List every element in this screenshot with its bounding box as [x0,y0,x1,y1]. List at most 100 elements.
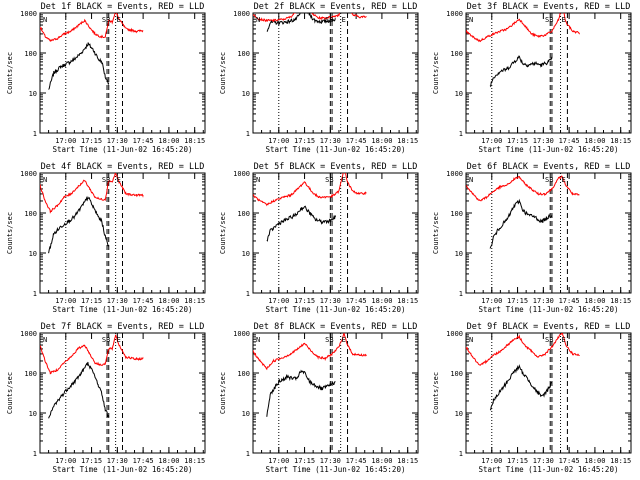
y-tick-label: 1 [459,130,463,138]
y-tick-label: 100 [237,50,250,58]
series-lld-line [466,175,580,202]
series-lld-line [40,13,144,42]
x-tick-label: 18:00 [584,137,605,145]
x-tick-label: 17:00 [55,457,76,465]
x-tick-label: 17:30 [107,137,128,145]
marker-label-e: E [342,176,346,184]
x-tick-label: 17:15 [294,137,315,145]
plot-area [40,333,144,453]
panel-title: Det 5f BLACK = Events, RED = LLD [254,162,418,172]
x-tick-label: 18:00 [371,297,392,305]
y-tick-label: 100 [450,50,463,58]
marker-label-n: N [43,336,47,344]
x-tick-label: 17:30 [107,457,128,465]
x-tick-label: 17:45 [133,297,154,305]
x-tick-label: 18:15 [610,297,631,305]
x-axis-label: Start Time (11-Jun-02 16:45:20) [479,305,619,314]
marker-label-n: N [469,336,473,344]
y-tick-label: 100 [24,210,37,218]
marker-label-n: N [256,176,260,184]
x-tick-label: 17:30 [107,297,128,305]
series-events-line [48,195,109,254]
plot-area [40,173,144,293]
x-axis-label: Start Time (11-Jun-02 16:45:20) [53,305,193,314]
marker-label-sb: SB [545,16,553,24]
panel-det-9: Det 9f BLACK = Events, RED = LLD 1 10 100 10… [432,322,632,474]
plot-frame [465,332,632,454]
x-axis-label: Start Time (11-Jun-02 16:45:20) [266,305,406,314]
x-tick-label: 17:00 [268,137,289,145]
y-tick-label: 10 [242,90,250,98]
y-axis-label: Counts/sec [6,52,14,94]
x-tick-label: 17:00 [268,457,289,465]
x-tick-label: 18:15 [397,297,418,305]
y-tick-label: 1000 [20,170,37,178]
x-tick-label: 18:15 [184,137,205,145]
y-axis-label: Counts/sec [432,372,440,414]
marker-label-sb: SB [545,336,553,344]
y-tick-label: 1000 [20,10,37,18]
x-tick-label: 17:45 [133,137,154,145]
panel-title: Det 9f BLACK = Events, RED = LLD [467,322,631,332]
y-tick-label: 1000 [233,330,250,338]
y-tick-label: 1 [33,290,37,298]
y-tick-label: 1 [459,450,463,458]
x-axis-label: Start Time (11-Jun-02 16:45:20) [53,145,193,154]
x-tick-label: 17:00 [55,137,76,145]
x-tick-label: 17:15 [294,297,315,305]
marker-label-e: E [342,336,346,344]
series-lld-line [253,173,367,207]
x-tick-label: 18:15 [397,457,418,465]
plot-area [466,333,580,453]
x-tick-label: 17:30 [320,297,341,305]
x-tick-label: 17:00 [481,137,502,145]
x-tick-label: 17:45 [346,457,367,465]
x-tick-label: 17:30 [320,457,341,465]
x-tick-label: 17:15 [81,457,102,465]
x-tick-label: 17:45 [559,297,580,305]
y-axis-label: Counts/sec [432,212,440,254]
y-axis-label: Counts/sec [432,52,440,94]
x-tick-label: 17:30 [533,137,554,145]
y-axis-label: Counts/sec [219,52,227,94]
x-tick-label: 17:15 [507,137,528,145]
y-tick-label: 100 [237,370,250,378]
x-tick-label: 18:15 [397,137,418,145]
panel-det-8: Det 8f BLACK = Events, RED = LLD 1 10 100 10… [219,322,419,474]
marker-label-e: E [562,16,566,24]
series-events-line [266,13,336,32]
x-tick-label: 18:15 [610,457,631,465]
marker-label-e: E [117,16,121,24]
y-tick-label: 100 [24,50,37,58]
y-tick-label: 1 [246,130,250,138]
marker-label-sb: SB [102,16,110,24]
plot-area [253,333,367,453]
series-events-line [489,198,553,249]
x-tick-label: 18:15 [184,297,205,305]
x-axis-label: Start Time (11-Jun-02 16:45:20) [266,145,406,154]
x-tick-label: 17:15 [294,457,315,465]
series-events-line [489,55,553,88]
x-axis-label: Start Time (11-Jun-02 16:45:20) [53,465,193,474]
y-tick-label: 10 [455,250,463,258]
series-lld-line [253,13,367,23]
marker-label-sb: SB [325,336,333,344]
marker-label-n: N [43,16,47,24]
marker-label-sb: SB [325,176,333,184]
panel-det-1: Det 1f BLACK = Events, RED = LLD 1 10 100 10… [6,2,206,154]
x-tick-label: 17:45 [559,457,580,465]
y-axis-label: Counts/sec [6,372,14,414]
series-lld-line [466,333,580,366]
y-tick-label: 1000 [446,10,463,18]
plot-area [253,173,367,293]
panel-title: Det 7f BLACK = Events, RED = LLD [41,322,205,332]
x-tick-label: 17:30 [320,137,341,145]
x-axis-label: Start Time (11-Jun-02 16:45:20) [479,465,619,474]
series-lld-line [40,173,144,214]
y-tick-label: 1000 [233,10,250,18]
plot-area [40,13,144,133]
panel-det-2: Det 2f BLACK = Events, RED = LLD 1 10 100 10… [219,2,419,154]
y-tick-label: 1 [246,290,250,298]
